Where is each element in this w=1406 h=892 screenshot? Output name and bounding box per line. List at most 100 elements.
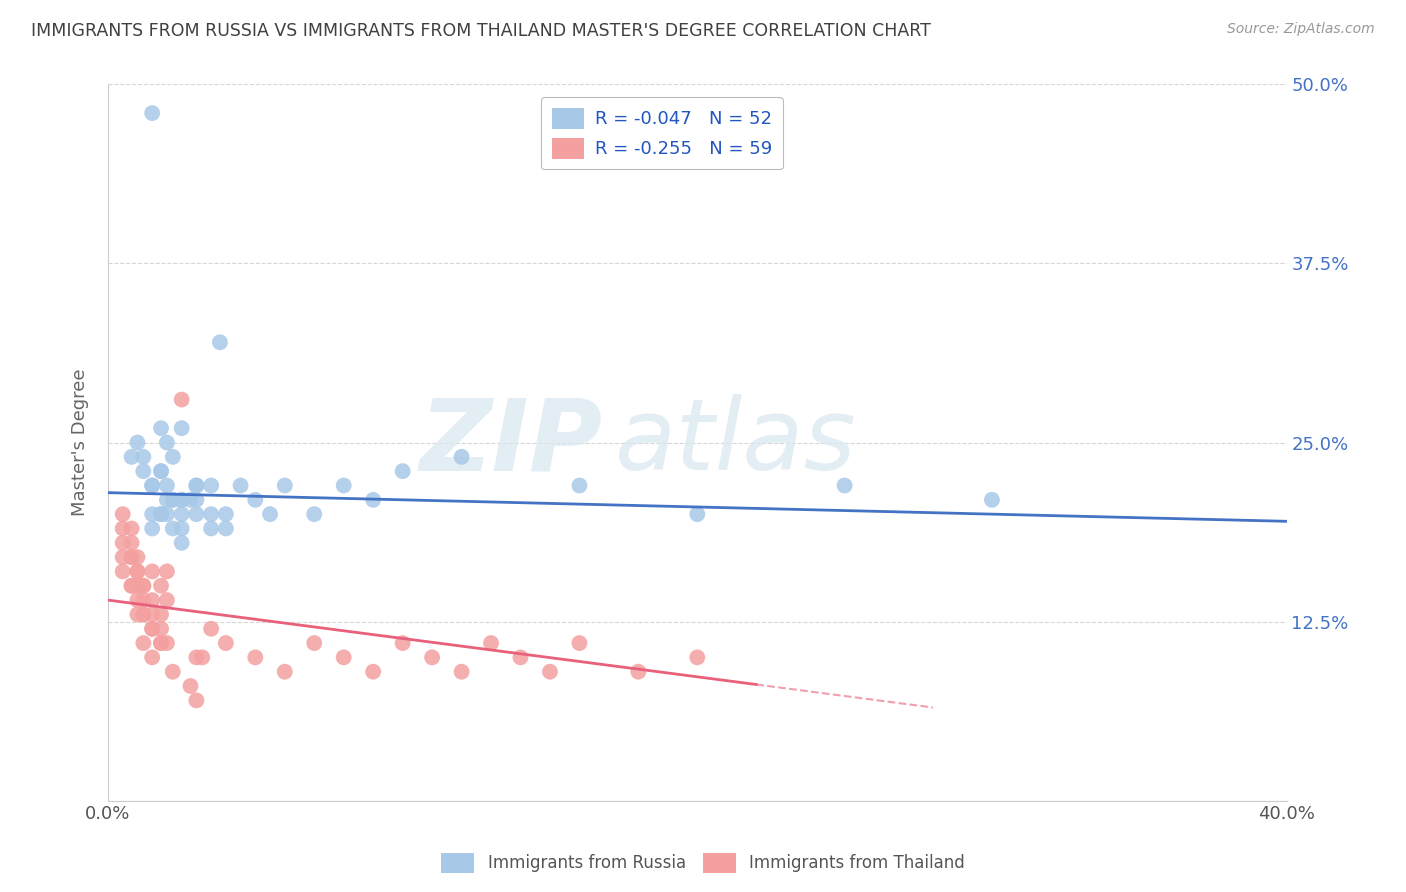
Point: [132, 450, 155, 464]
Point: [245, 492, 267, 507]
Point: [150, 507, 173, 521]
Point: [179, 492, 201, 507]
Point: [127, 579, 149, 593]
Point: [150, 464, 173, 478]
Point: [170, 392, 193, 407]
Point: [150, 507, 173, 521]
Y-axis label: Master's Degree: Master's Degree: [72, 368, 89, 516]
Point: [150, 622, 173, 636]
Point: [150, 579, 173, 593]
Point: [568, 478, 591, 492]
Point: [156, 478, 179, 492]
Point: [156, 492, 179, 507]
Point: [121, 550, 143, 565]
Point: [186, 693, 208, 707]
Point: [229, 478, 252, 492]
Point: [121, 550, 143, 565]
Text: Source: ZipAtlas.com: Source: ZipAtlas.com: [1227, 22, 1375, 37]
Point: [156, 435, 179, 450]
Point: [391, 636, 413, 650]
Point: [127, 607, 149, 622]
Point: [274, 665, 297, 679]
Point: [274, 478, 297, 492]
Point: [150, 636, 173, 650]
Point: [132, 593, 155, 607]
Point: [191, 650, 214, 665]
Point: [141, 593, 163, 607]
Point: [141, 478, 163, 492]
Point: [215, 636, 238, 650]
Point: [170, 492, 193, 507]
Point: [127, 593, 149, 607]
Point: [150, 636, 173, 650]
Point: [568, 636, 591, 650]
Point: [132, 579, 155, 593]
Point: [162, 450, 184, 464]
Point: [127, 565, 149, 579]
Point: [332, 650, 354, 665]
Point: [127, 435, 149, 450]
Point: [186, 478, 208, 492]
Point: [162, 492, 184, 507]
Point: [111, 521, 134, 535]
Point: [200, 521, 222, 535]
Point: [361, 492, 384, 507]
Point: [170, 536, 193, 550]
Point: [245, 650, 267, 665]
Point: [420, 650, 443, 665]
Point: [150, 421, 173, 435]
Point: [156, 636, 179, 650]
Point: [150, 607, 173, 622]
Point: [179, 679, 201, 693]
Point: [686, 650, 709, 665]
Text: ZIP: ZIP: [420, 394, 603, 491]
Legend: Immigrants from Russia, Immigrants from Thailand: Immigrants from Russia, Immigrants from …: [434, 847, 972, 880]
Point: [141, 106, 163, 120]
Point: [162, 492, 184, 507]
Point: [304, 507, 326, 521]
Point: [121, 536, 143, 550]
Point: [215, 521, 238, 535]
Point: [538, 665, 561, 679]
Point: [200, 622, 222, 636]
Point: [186, 492, 208, 507]
Point: [141, 507, 163, 521]
Point: [208, 335, 231, 350]
Point: [162, 521, 184, 535]
Point: [361, 665, 384, 679]
Text: IMMIGRANTS FROM RUSSIA VS IMMIGRANTS FROM THAILAND MASTER'S DEGREE CORRELATION C: IMMIGRANTS FROM RUSSIA VS IMMIGRANTS FRO…: [31, 22, 931, 40]
Point: [304, 636, 326, 650]
Point: [627, 665, 650, 679]
Point: [391, 464, 413, 478]
Point: [141, 622, 163, 636]
Point: [200, 507, 222, 521]
Point: [121, 521, 143, 535]
Point: [141, 650, 163, 665]
Point: [259, 507, 281, 521]
Text: atlas: atlas: [614, 394, 856, 491]
Point: [186, 650, 208, 665]
Point: [834, 478, 856, 492]
Point: [132, 607, 155, 622]
Point: [141, 521, 163, 535]
Point: [509, 650, 531, 665]
Point: [111, 565, 134, 579]
Legend: R = -0.047   N = 52, R = -0.255   N = 59: R = -0.047 N = 52, R = -0.255 N = 59: [541, 97, 783, 169]
Point: [200, 478, 222, 492]
Point: [162, 665, 184, 679]
Point: [981, 492, 1004, 507]
Point: [156, 507, 179, 521]
Point: [686, 507, 709, 521]
Point: [141, 478, 163, 492]
Point: [170, 507, 193, 521]
Point: [450, 450, 472, 464]
Point: [156, 593, 179, 607]
Point: [141, 565, 163, 579]
Point: [479, 636, 502, 650]
Point: [186, 478, 208, 492]
Point: [132, 636, 155, 650]
Point: [156, 565, 179, 579]
Point: [121, 450, 143, 464]
Point: [332, 478, 354, 492]
Point: [111, 507, 134, 521]
